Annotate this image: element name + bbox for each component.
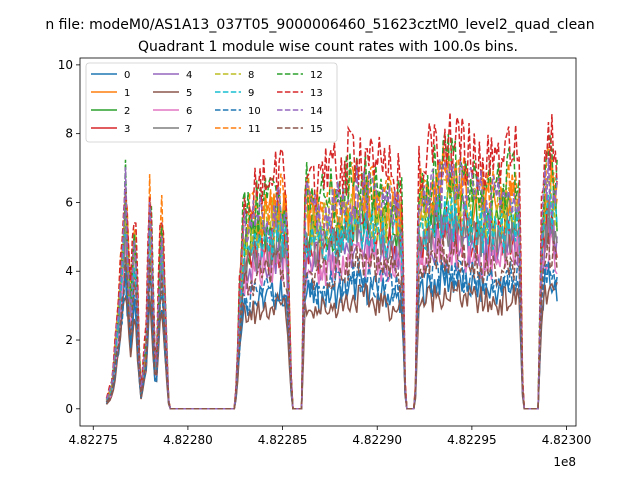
legend-label-9: 9	[248, 88, 254, 99]
legend-label-2: 2	[124, 106, 130, 117]
legend-label-8: 8	[248, 70, 254, 81]
x-tick-label: 4.82285	[258, 433, 308, 447]
legend-label-14: 14	[310, 106, 323, 117]
plot-frame	[79, 57, 577, 427]
legend-label-13: 13	[310, 88, 323, 99]
legend-label-4: 4	[186, 70, 192, 81]
legend-label-6: 6	[186, 106, 192, 117]
y-tick-label: 4	[65, 264, 73, 278]
legend-box	[85, 62, 338, 143]
x-offset-label: 1e8	[553, 455, 576, 469]
y-tick-label: 2	[65, 333, 73, 347]
y-tick-label: 10	[58, 58, 73, 72]
legend-label-15: 15	[310, 124, 323, 135]
x-tick-label: 4.82295	[447, 433, 497, 447]
legend-label-7: 7	[186, 124, 192, 135]
y-tick-label: 0	[65, 402, 73, 416]
x-axis: 4.82275 4.82280 4.82285 4.82290 4.82295 4.823…	[68, 426, 591, 447]
chart-title: Quadrant 1 module wise count rates with …	[138, 39, 518, 55]
x-tick-label: 4.82280	[163, 433, 213, 447]
figure-suptitle: n file: modeM0/AS1A13_037T05_9000006460_…	[45, 17, 594, 33]
x-tick-label: 4.82290	[352, 433, 402, 447]
legend-label-11: 11	[248, 124, 261, 135]
legend-label-3: 3	[124, 124, 130, 135]
legend-label-0: 0	[124, 70, 130, 81]
series-line-15	[105, 232, 558, 410]
x-tick-label: 4.82300	[542, 433, 592, 447]
legend-label-10: 10	[248, 106, 261, 117]
legend-label-12: 12	[310, 70, 323, 81]
y-axis: 0 2 4 6 8 10	[58, 58, 80, 416]
legend-label-1: 1	[124, 88, 130, 99]
series-line-9	[105, 189, 558, 410]
series-lines	[105, 112, 558, 410]
x-tick-label: 4.82275	[68, 433, 118, 447]
series-line-12	[105, 133, 558, 410]
y-tick-label: 8	[65, 127, 73, 141]
y-tick-label: 6	[65, 195, 73, 209]
legend-label-5: 5	[186, 88, 192, 99]
